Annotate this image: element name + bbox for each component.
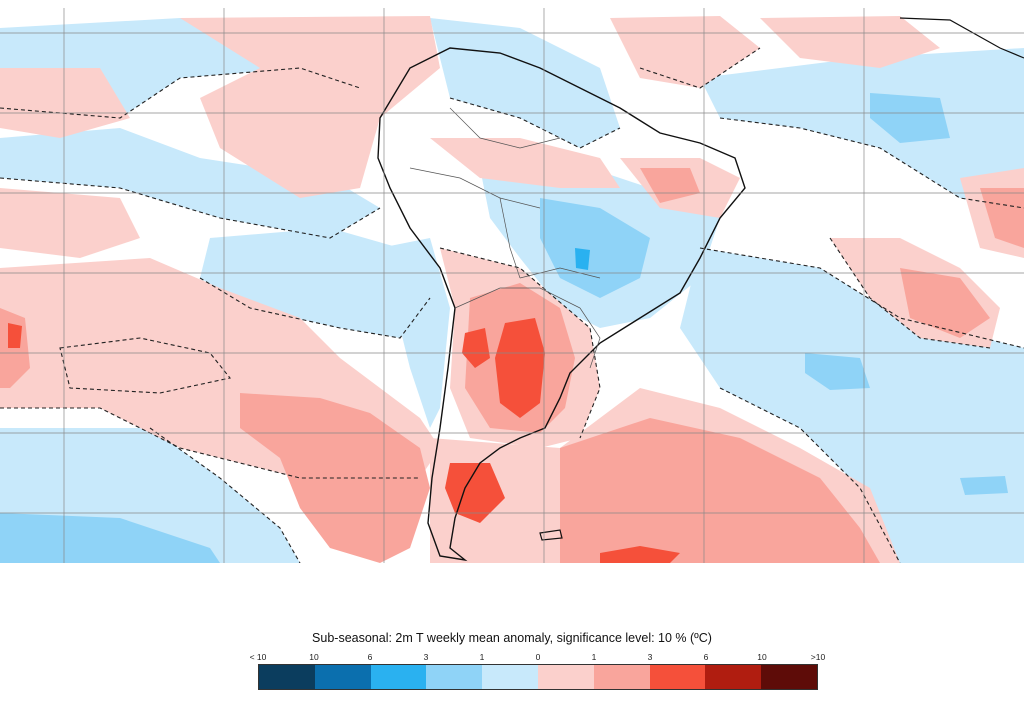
strong-positive-areas xyxy=(8,318,680,563)
legend-tick-label: 6 xyxy=(367,652,373,662)
legend-tick-label: 1 xyxy=(591,652,597,662)
negative-anomaly-areas xyxy=(0,18,1024,563)
legend-swatch xyxy=(705,665,762,689)
legend-ticks: < 10 10 6 3 1 0 1 3 6 10 >10 xyxy=(250,652,826,664)
country-borders xyxy=(409,107,601,369)
falkland-islands xyxy=(539,529,563,541)
map-canvas xyxy=(0,8,1024,563)
legend-tick-label: 6 xyxy=(703,652,709,662)
legend-title: Sub-seasonal: 2m T weekly mean anomaly, … xyxy=(312,631,712,645)
legend-color-bar xyxy=(258,664,818,690)
legend-swatch xyxy=(649,665,706,689)
central-america-coast xyxy=(899,17,1024,59)
legend-swatch xyxy=(761,665,817,689)
legend-swatch xyxy=(370,665,427,689)
strong-negative-area xyxy=(575,248,590,270)
legend-swatch xyxy=(426,665,483,689)
legend-tick-label: 10 xyxy=(757,652,767,662)
legend-tick-label: 1 xyxy=(479,652,485,662)
legend-tick-label: < 10 xyxy=(249,652,267,662)
legend-tick-label: 3 xyxy=(423,652,429,662)
legend-swatch xyxy=(482,665,538,689)
legend-tick-label: >10 xyxy=(810,652,826,662)
coastline xyxy=(377,47,746,562)
legend-swatch xyxy=(314,665,371,689)
significance-contours xyxy=(0,47,1024,563)
legend-tick-label: 10 xyxy=(309,652,319,662)
legend-swatch xyxy=(259,665,315,689)
legend-swatch xyxy=(537,665,594,689)
legend-tick-label: 3 xyxy=(647,652,653,662)
anomaly-map xyxy=(0,8,1024,563)
lat-lon-grid xyxy=(0,8,1024,563)
legend-tick-label: 0 xyxy=(535,652,541,662)
legend-swatch xyxy=(593,665,650,689)
